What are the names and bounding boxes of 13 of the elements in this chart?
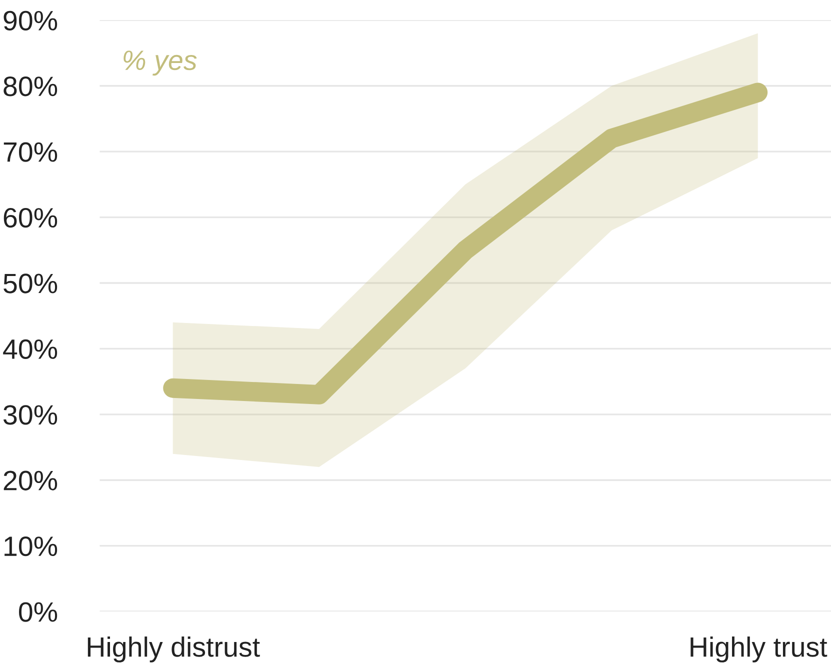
y-tick-label: 0% [18,602,58,622]
y-tick-label: 10% [4,536,58,556]
text: % yes [124,50,197,76]
y-tick-label: 20% [4,470,58,490]
y-tick-label: 30% [4,405,58,425]
x-tick-label: Highly trust [690,636,828,662]
y-tick-label: 80% [4,76,58,96]
y-tick-label: 60% [4,208,58,228]
y-tick-label: 90% [4,10,58,30]
y-tick-label: 50% [4,274,58,294]
y-tick-label: 70% [4,142,58,162]
y-tick-label: 40% [3,339,58,360]
x-tick-label: Highly distrust [88,636,260,662]
